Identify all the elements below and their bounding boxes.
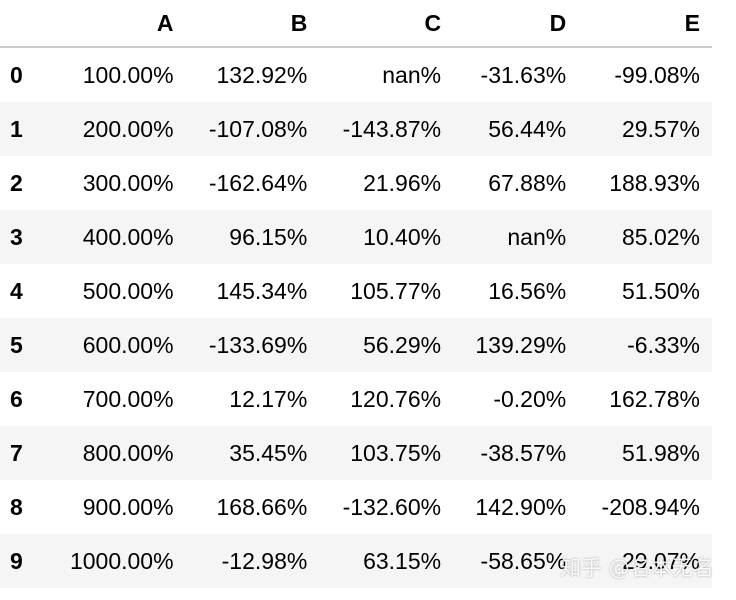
cell-b: -12.98% (221, 547, 308, 574)
cell-d: 67.88% (488, 169, 567, 196)
row-index: 3 (10, 223, 23, 250)
dataframe-table: A B C D E 0 100.00% 132.92% nan% -31.63%… (0, 0, 712, 588)
cell-d: 56.44% (488, 115, 567, 142)
cell-e: 162.78% (609, 385, 700, 412)
table-row: 9 1000.00% -12.98% 63.15% -58.65% 29.07% (0, 534, 712, 588)
cell-b: -133.69% (208, 331, 308, 358)
cell-e: 51.98% (621, 439, 700, 466)
cell-c: 21.96% (363, 169, 442, 196)
header-cell-d: D (453, 0, 579, 48)
header-cell-b: B (185, 0, 320, 48)
cell-e: -6.33% (627, 331, 700, 358)
row-index: 8 (10, 493, 23, 520)
cell-b: -162.64% (208, 169, 308, 196)
cell-d: 139.29% (475, 331, 567, 358)
header-cell-a: A (46, 0, 186, 48)
cell-c: 56.29% (363, 331, 442, 358)
cell-b: 12.17% (229, 385, 308, 412)
header-index-cell (0, 0, 46, 48)
table-row: 1 200.00% -107.08% -143.87% 56.44% 29.57… (0, 102, 712, 156)
cell-a: 200.00% (82, 115, 174, 142)
cell-a: 1000.00% (69, 547, 174, 574)
watermark-text: 知乎 @名本无名 (560, 556, 714, 580)
cell-e: 29.07% (621, 547, 700, 574)
cell-a: 500.00% (82, 277, 174, 304)
cell-d: 142.90% (475, 493, 567, 520)
cell-e: 188.93% (609, 169, 700, 196)
header-cell-e: E (578, 0, 712, 48)
cell-c: 120.76% (350, 385, 442, 412)
row-index: 7 (10, 439, 23, 466)
row-index: 0 (10, 61, 23, 88)
cell-c: -132.60% (342, 493, 442, 520)
cell-a: 600.00% (82, 331, 174, 358)
cell-a: 400.00% (82, 223, 174, 250)
cell-d: 16.56% (488, 277, 567, 304)
table-row: 6 700.00% 12.17% 120.76% -0.20% 162.78% (0, 372, 712, 426)
cell-c: nan% (382, 61, 442, 88)
cell-c: 10.40% (363, 223, 442, 250)
table-row: 7 800.00% 35.45% 103.75% -38.57% 51.98% (0, 426, 712, 480)
cell-c: 63.15% (363, 547, 442, 574)
cell-b: 96.15% (229, 223, 308, 250)
cell-e: 29.57% (621, 115, 700, 142)
cell-b: 35.45% (229, 439, 308, 466)
table-row: 0 100.00% 132.92% nan% -31.63% -99.08% (0, 47, 712, 102)
cell-b: 132.92% (216, 61, 308, 88)
table-row: 8 900.00% 168.66% -132.60% 142.90% -208.… (0, 480, 712, 534)
cell-a: 900.00% (82, 493, 174, 520)
cell-d: -38.57% (480, 439, 567, 466)
cell-d: -58.65% (480, 547, 567, 574)
cell-a: 100.00% (82, 61, 174, 88)
cell-b: 145.34% (216, 277, 308, 304)
cell-d: -31.63% (480, 61, 567, 88)
row-index: 9 (10, 547, 23, 574)
table-row: 3 400.00% 96.15% 10.40% nan% 85.02% (0, 210, 712, 264)
table-header: A B C D E (0, 0, 712, 48)
table-row: 5 600.00% -133.69% 56.29% 139.29% -6.33% (0, 318, 712, 372)
table-row: 2 300.00% -162.64% 21.96% 67.88% 188.93% (0, 156, 712, 210)
cell-a: 300.00% (82, 169, 174, 196)
row-index: 1 (10, 115, 23, 142)
table-row: 4 500.00% 145.34% 105.77% 16.56% 51.50% (0, 264, 712, 318)
table-body: 0 100.00% 132.92% nan% -31.63% -99.08% 1… (0, 47, 712, 588)
cell-c: 103.75% (350, 439, 442, 466)
cell-e: -99.08% (614, 61, 700, 88)
cell-d: nan% (507, 223, 567, 250)
row-index: 6 (10, 385, 23, 412)
cell-b: 168.66% (216, 493, 308, 520)
cell-e: 51.50% (621, 277, 700, 304)
row-index: 5 (10, 331, 23, 358)
row-index: 4 (10, 277, 23, 304)
row-index: 2 (10, 169, 23, 196)
cell-d: -0.20% (493, 385, 567, 412)
header-row: A B C D E (0, 0, 712, 48)
cell-c: 105.77% (350, 277, 442, 304)
cell-c: -143.87% (342, 115, 442, 142)
cell-e: 85.02% (621, 223, 700, 250)
cell-e: -208.94% (601, 493, 700, 520)
cell-a: 700.00% (82, 385, 174, 412)
cell-b: -107.08% (208, 115, 308, 142)
header-cell-c: C (319, 0, 454, 48)
cell-a: 800.00% (82, 439, 174, 466)
